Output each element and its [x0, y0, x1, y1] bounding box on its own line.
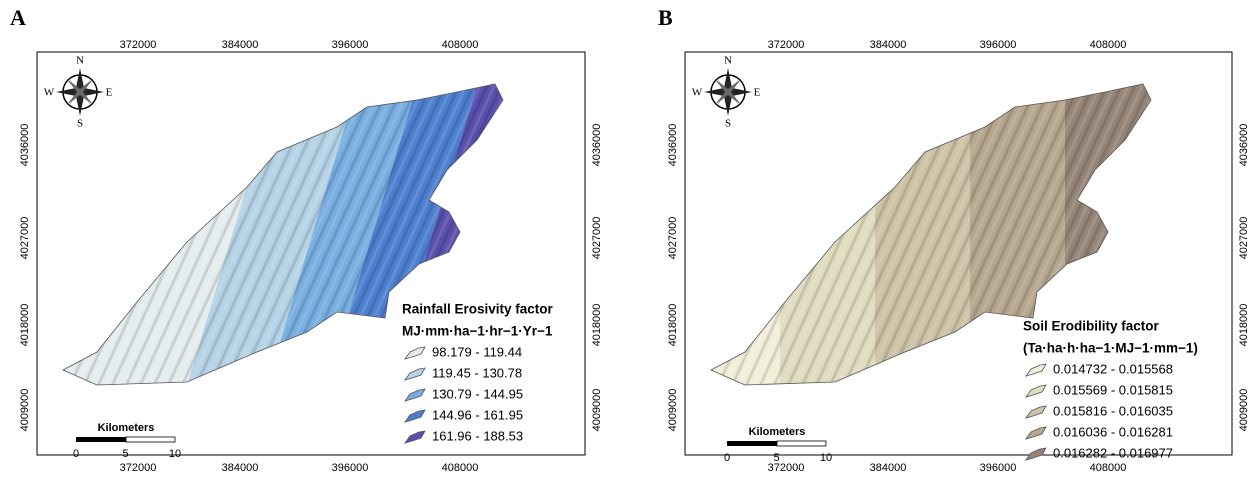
scale-label: 0 [724, 452, 730, 464]
scale-label: 10 [820, 452, 832, 464]
compass-e: E [754, 87, 761, 99]
compass-s: S [725, 118, 731, 130]
x-tick-label: 372000 [120, 39, 157, 51]
x-tick-label: 396000 [980, 462, 1017, 474]
legend-label: 119.45 - 130.78 [432, 365, 522, 380]
legend-label: 0.016282 - 0.016977 [1053, 445, 1173, 460]
scale-label: 5 [122, 448, 128, 460]
y-tick-label: 4009000 [591, 389, 603, 432]
panel-label: B [658, 5, 673, 30]
scale-white [777, 441, 826, 446]
scale-title: Kilometers [749, 426, 806, 438]
legend-label: 0.015816 - 0.016035 [1053, 403, 1173, 418]
scale-label: 5 [773, 452, 779, 464]
x-tick-label: 384000 [222, 39, 259, 51]
legend-label: 161.96 - 188.53 [432, 428, 523, 443]
x-tick-label: 384000 [870, 462, 907, 474]
compass-w: W [44, 87, 55, 99]
compass-n: N [724, 55, 732, 67]
legend-label: 144.96 - 161.95 [432, 407, 523, 422]
compass-w: W [692, 87, 703, 99]
legend-label: 98.179 - 119.44 [432, 344, 522, 359]
panel-label: A [10, 5, 26, 30]
compass-s: S [77, 118, 83, 130]
x-tick-label: 372000 [768, 39, 805, 51]
y-tick-label: 4036000 [667, 124, 679, 167]
y-tick-label: 4027000 [591, 217, 603, 260]
y-tick-label: 4018000 [19, 304, 31, 347]
x-tick-label: 396000 [332, 39, 369, 51]
y-tick-label: 4036000 [19, 124, 31, 167]
scale-label: 0 [73, 448, 79, 460]
y-tick-label: 4036000 [591, 124, 603, 167]
x-tick-label: 396000 [332, 462, 369, 474]
scale-black [76, 437, 126, 442]
legend-subtitle: MJ·mm·ha−1·hr−1·Yr−1 [402, 324, 553, 339]
y-tick-label: 4036000 [1238, 124, 1250, 167]
legend-subtitle: (Ta·ha·h·ha−1·MJ−1·mm−1) [1023, 341, 1198, 356]
legend-title: Rainfall Erosivity factor [402, 302, 554, 317]
x-tick-label: 408000 [1090, 462, 1127, 474]
y-tick-label: 4018000 [1238, 304, 1250, 347]
legend-label: 0.016036 - 0.016281 [1053, 424, 1173, 439]
y-tick-label: 4009000 [19, 389, 31, 432]
y-tick-label: 4018000 [667, 304, 679, 347]
compass-e: E [106, 87, 113, 99]
scale-white [126, 437, 175, 442]
y-tick-label: 4009000 [1238, 389, 1250, 432]
scale-title: Kilometers [98, 422, 155, 434]
y-tick-label: 4027000 [19, 217, 31, 260]
figure: A 372000 372000 384000 384000 396000 396000 408… [0, 0, 1257, 485]
legend-title: Soil Erodibility factor [1023, 319, 1160, 334]
y-tick-label: 4018000 [591, 304, 603, 347]
x-tick-label: 408000 [442, 39, 479, 51]
x-tick-label: 384000 [222, 462, 259, 474]
x-tick-label: 408000 [442, 462, 479, 474]
y-tick-label: 4027000 [667, 217, 679, 260]
compass-n: N [76, 55, 84, 67]
y-tick-label: 4009000 [667, 389, 679, 432]
x-tick-label: 396000 [980, 39, 1017, 51]
y-tick-label: 4027000 [1238, 217, 1250, 260]
legend-label: 0.014732 - 0.015568 [1053, 361, 1173, 376]
x-tick-label: 384000 [870, 39, 907, 51]
scale-black [727, 441, 777, 446]
scale-label: 10 [169, 448, 181, 460]
x-tick-label: 408000 [1090, 39, 1127, 51]
x-tick-label: 372000 [120, 462, 157, 474]
legend-label: 0.015569 - 0.015815 [1053, 382, 1173, 397]
legend-label: 130.79 - 144.95 [432, 386, 523, 401]
